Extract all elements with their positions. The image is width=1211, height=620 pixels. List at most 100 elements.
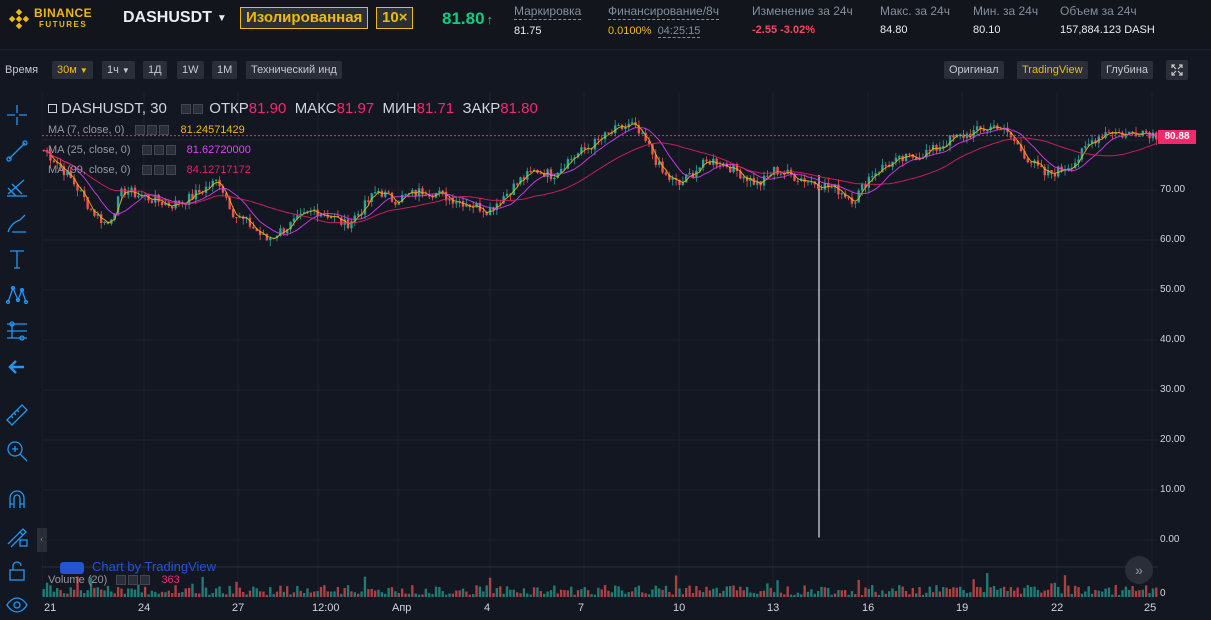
candle-body [198,190,201,193]
volume-bar [1151,588,1155,597]
eye-small-icon[interactable] [141,145,152,156]
indicators-button[interactable]: Технический инд [246,61,342,79]
volume-bar [1114,585,1117,597]
time-tick-label: 12:00 [312,602,340,614]
eye-icon[interactable] [4,592,30,618]
pitchfork-icon[interactable] [4,174,30,200]
candle-body [1043,166,1046,176]
volume-bar [526,593,529,597]
view-original-button[interactable]: Оригинал [944,61,1004,79]
candle-body [99,214,103,224]
close-small-icon[interactable] [165,145,176,156]
volume-bar [962,589,965,597]
lock-icon[interactable] [4,558,30,584]
candle-body [438,190,441,193]
lock-drawing-icon[interactable] [4,522,30,548]
volume-bar [867,588,871,597]
candle-body [187,193,191,205]
interval-1m-button[interactable]: 1M [212,61,238,79]
volume-bar [123,593,127,597]
gear-small-icon[interactable] [128,575,139,586]
gear-icon[interactable] [193,104,204,115]
candle-body [482,211,485,213]
volume-bar [93,587,96,597]
volume-bar [147,594,150,597]
candle-body [938,147,942,151]
close-small-icon[interactable] [165,165,176,176]
volume-bar [1070,593,1073,597]
candle-body [1013,137,1016,141]
volume-bar [630,591,634,597]
view-tradingview-button[interactable]: TradingView [1017,61,1088,79]
candle-body [607,132,610,134]
fullscreen-button[interactable] [1166,60,1188,80]
candle-body [729,166,732,173]
binance-futures-logo[interactable]: BINANCE FUTURES [8,7,92,30]
price-chart[interactable] [42,92,1158,600]
volume-bar [482,591,485,597]
eye-small-icon[interactable] [135,125,146,136]
candle-body [262,233,265,235]
volume-bar [461,588,465,597]
close-small-icon[interactable] [140,575,151,586]
volume-bar [79,590,83,597]
volume-bar [982,592,986,597]
gear-small-icon[interactable] [153,145,164,156]
eye-small-icon[interactable] [116,575,127,586]
volume-bar [1087,586,1090,597]
fib-retracement-icon[interactable] [4,318,30,344]
volume-bar [184,588,187,597]
volume-bar [610,592,614,597]
crosshair-icon[interactable] [4,102,30,128]
zoom-in-icon[interactable] [4,438,30,464]
ruler-icon[interactable] [4,402,30,428]
volume-bar [214,588,218,597]
interval-30m-button[interactable]: 30м ▼ [52,61,93,79]
brush-icon[interactable] [4,210,30,236]
candle-body [380,190,384,197]
view-depth-button[interactable]: Глубина [1101,61,1154,79]
volume-bar [83,593,86,597]
volume-bar [292,592,296,597]
arrow-left-icon[interactable] [4,354,30,380]
volume-bar [279,585,282,597]
stat-funding: Финансирование/8ч 0.0100% 04:25:15 [608,4,719,39]
candle-body [837,184,840,195]
volume-bar [357,593,360,597]
candle-body [1151,132,1155,139]
text-tool-icon[interactable] [4,246,30,272]
stat-label: Мин. за 24ч [973,4,1039,18]
scroll-to-realtime-button[interactable]: » [1125,556,1153,584]
pattern-icon[interactable] [4,282,30,308]
margin-mode-button[interactable]: Изолированная [240,7,369,29]
volume-bar [340,593,343,597]
leverage-button[interactable]: 10× [376,7,414,29]
candle-body [93,209,96,216]
volume-bar [989,587,992,597]
volume-bar [996,589,999,597]
volume-bar [306,588,309,597]
last-price: 81.80 ↑ [442,9,493,29]
close-small-icon[interactable] [159,125,170,136]
trend-line-icon[interactable] [4,138,30,164]
interval-1w-button[interactable]: 1W [177,61,204,79]
stat-label[interactable]: Финансирование/8ч [608,4,719,20]
volume-bar [908,594,911,597]
candle-body [698,167,701,171]
settings-icon[interactable] [181,104,192,115]
candle-body [123,188,127,195]
magnet-icon[interactable] [4,486,30,512]
legend-high: 81.97 [336,100,375,117]
gear-small-icon[interactable] [147,125,158,136]
volume-bar [583,587,586,597]
eye-small-icon[interactable] [141,165,152,176]
volume-bar [573,594,576,597]
candle-body [884,164,887,166]
interval-1h-button[interactable]: 1ч ▼ [102,61,135,79]
volume-bar [806,591,810,597]
volume-bar [59,589,62,597]
symbol-selector[interactable]: DASHUSDT ▼ [123,9,227,27]
price-tick-label: 20.00 [1160,434,1186,445]
gear-small-icon[interactable] [153,165,164,176]
interval-1d-button[interactable]: 1Д [143,61,167,79]
